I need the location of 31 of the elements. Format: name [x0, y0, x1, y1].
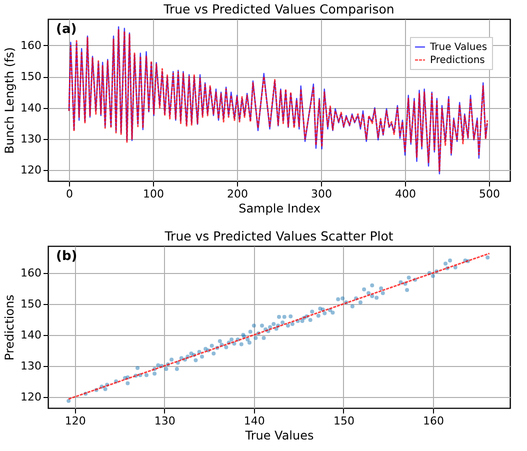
- y-tick-label: 160: [20, 38, 42, 52]
- x-axis-title: Sample Index: [238, 202, 320, 216]
- y-tick-label: 160: [20, 266, 42, 280]
- y-tick-label: 120: [20, 390, 42, 404]
- x-tick-label: 120: [64, 414, 86, 428]
- chart-title: True vs Predicted Values Scatter Plot: [164, 228, 394, 244]
- x-tick-label: 400: [395, 188, 416, 200]
- x-tick-label: 130: [154, 414, 176, 428]
- x-tick-label: 140: [244, 414, 265, 428]
- x-tick-label: 200: [227, 188, 248, 200]
- x-tick-label: 500: [479, 188, 500, 200]
- y-tick-label: 140: [20, 101, 42, 114]
- y-tick-label: 150: [20, 297, 42, 310]
- x-tick-label: 0: [66, 188, 73, 200]
- x-tick-label: 100: [143, 188, 164, 200]
- x-tick-label: 160: [423, 414, 444, 428]
- y-tick-label: 130: [20, 359, 42, 372]
- y-tick-label: 140: [20, 328, 42, 342]
- y-axis-title: Bunch Length (fs): [2, 47, 17, 154]
- y-tick-label: 130: [20, 132, 42, 146]
- legend-label: Predictions: [430, 55, 485, 66]
- x-tick-label: 150: [333, 414, 354, 428]
- y-tick-label: 120: [20, 164, 42, 177]
- y-axis-title: Predictions: [2, 294, 17, 360]
- chart-title: True vs Predicted Values Comparison: [162, 2, 394, 16]
- y-tick-label: 150: [20, 70, 42, 84]
- x-axis-title: True Values: [244, 428, 314, 442]
- x-tick-label: 300: [311, 188, 332, 200]
- legend-label: True Values: [429, 42, 488, 53]
- annotation: (a): [56, 22, 77, 37]
- annotation: (b): [56, 249, 78, 264]
